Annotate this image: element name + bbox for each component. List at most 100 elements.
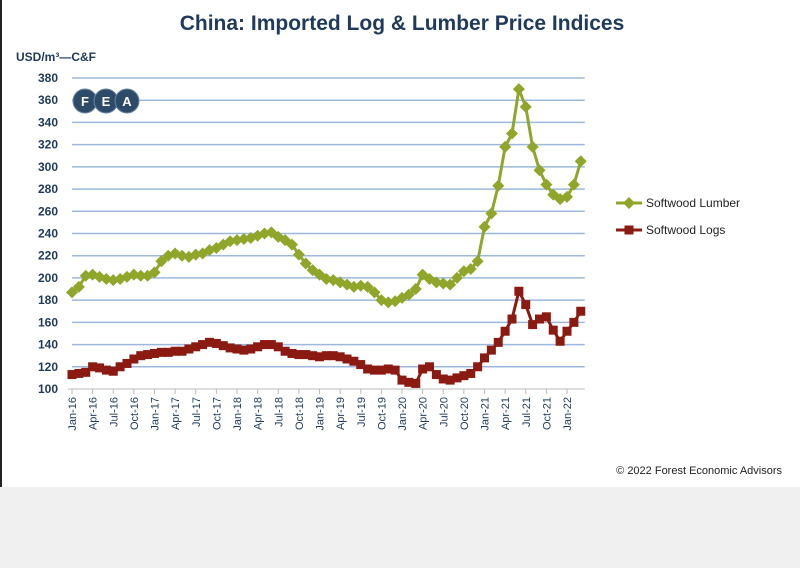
logs-point: [335, 352, 345, 362]
lumber-point: [182, 250, 195, 263]
bottom-band: [0, 487, 800, 568]
legend-label: Softwood Lumber: [646, 196, 740, 210]
legend-marker: [624, 225, 634, 235]
y-tick-label: 380: [38, 71, 58, 85]
logs-point: [321, 351, 331, 361]
x-tick-label: Jul-19: [356, 397, 368, 427]
logs-point: [514, 286, 524, 296]
x-tick-label: Oct-19: [376, 397, 388, 430]
logs-point: [301, 350, 311, 360]
lumber-point: [478, 220, 491, 233]
x-tick-label: Jul-16: [108, 397, 120, 427]
x-tick-label: Apr-17: [170, 397, 182, 430]
logs-point: [418, 364, 428, 374]
logo-letter: A: [122, 94, 132, 109]
lumber-point: [512, 83, 525, 96]
lumber-point: [464, 263, 477, 276]
y-tick-label: 260: [38, 204, 58, 218]
logs-point: [473, 362, 483, 372]
logs-point: [370, 365, 379, 375]
logs-point: [383, 364, 393, 374]
logs-point: [115, 362, 125, 372]
logs-point: [253, 342, 263, 352]
logs-point: [390, 365, 400, 375]
y-tick-label: 120: [38, 360, 58, 374]
logs-point: [287, 348, 297, 358]
lumber-point: [368, 286, 381, 299]
logs-point: [486, 345, 496, 355]
logs-point: [280, 346, 290, 356]
logs-point: [315, 352, 324, 362]
logs-point: [459, 371, 469, 381]
x-tick-label: Jul-20: [438, 397, 450, 427]
logs-point: [521, 300, 531, 310]
lumber-point: [492, 179, 505, 192]
logo-letter: E: [102, 94, 111, 109]
logs-point: [67, 370, 77, 380]
y-tick-label: 220: [38, 249, 58, 263]
logs-point: [218, 341, 228, 351]
x-tick-label: Jul-21: [521, 397, 533, 427]
logs-point: [95, 363, 104, 373]
logs-point: [122, 358, 132, 368]
logs-point: [260, 340, 269, 350]
logs-point: [308, 351, 318, 361]
lumber-point: [574, 155, 587, 168]
logo-circle: [114, 88, 140, 114]
logs-point: [493, 337, 503, 347]
logs-point: [266, 340, 276, 350]
lumber-point: [409, 283, 422, 296]
logs-point: [431, 370, 441, 380]
series-line-1: [71, 287, 583, 386]
x-tick-label: Oct-17: [211, 397, 223, 430]
lumber-point: [506, 127, 518, 140]
lumber-point: [444, 278, 457, 291]
lumber-point: [485, 207, 498, 220]
logs-point: [349, 356, 359, 366]
logs-point: [232, 344, 242, 354]
logs-point: [562, 326, 572, 336]
x-tick-label: Oct-16: [129, 397, 141, 430]
x-tick-label: Jan-17: [150, 397, 162, 431]
y-tick-label: 200: [38, 271, 58, 285]
lumber-point: [499, 140, 512, 153]
x-tick-label: Oct-18: [294, 397, 306, 430]
logs-point: [74, 368, 84, 378]
lumber-point: [533, 164, 546, 177]
logs-point: [528, 320, 538, 330]
chart-area: China: Imported Log & Lumber Price Indic…: [0, 0, 782, 487]
x-tick-label: Oct-20: [459, 397, 471, 430]
logs-point: [246, 344, 256, 354]
lumber-point: [361, 280, 374, 293]
plot: 100 120 140 160 180 200 220 240 260 280 300 320 340 3…: [38, 71, 740, 431]
logs-point: [425, 362, 434, 372]
x-tick-label: Jan-18: [232, 397, 244, 431]
logo-letter: F: [81, 94, 89, 109]
y-tick-label: 300: [38, 160, 58, 174]
logs-point: [328, 351, 338, 361]
logs-point: [294, 350, 304, 360]
logs-point: [452, 373, 462, 383]
lumber-point: [567, 178, 580, 191]
logs-point: [342, 354, 352, 364]
y-axis-label: USD/m³—C&F: [16, 50, 96, 64]
logs-point: [211, 338, 221, 348]
lumber-point: [292, 248, 305, 261]
lumber-point: [155, 255, 168, 268]
logs-point: [136, 351, 146, 361]
series-line-0: [71, 83, 583, 304]
y-tick-label: 240: [38, 227, 58, 241]
logs-point: [404, 377, 414, 387]
x-tick-label: Jul-17: [191, 397, 203, 427]
logs-point: [198, 340, 208, 350]
y-tick-label: 320: [38, 138, 58, 152]
lumber-point: [176, 249, 188, 262]
logs-point: [88, 362, 98, 372]
lumber-point: [561, 190, 573, 203]
x-tick-label: Apr-21: [500, 397, 512, 430]
legend-label: Softwood Logs: [646, 223, 725, 237]
lumber-point: [519, 100, 532, 113]
logs-point: [466, 368, 476, 378]
lumber-point: [66, 286, 78, 299]
lumber-point: [451, 271, 463, 284]
